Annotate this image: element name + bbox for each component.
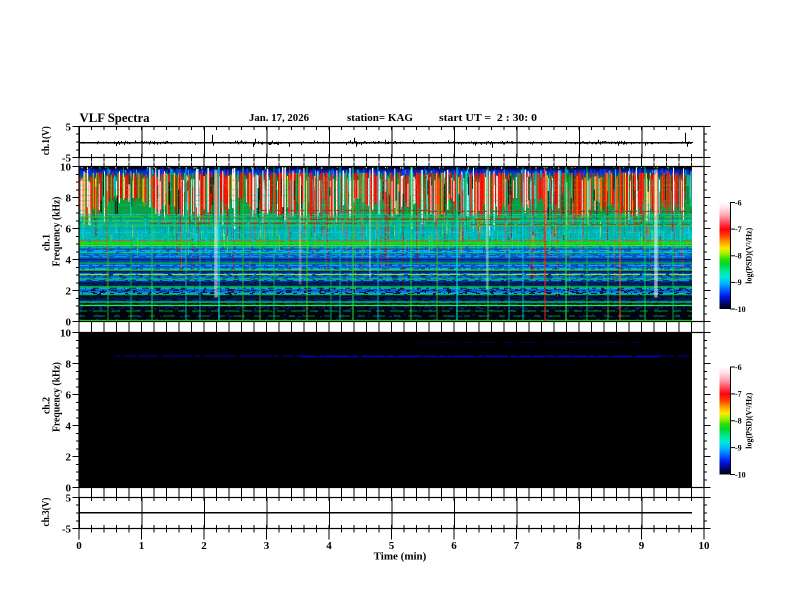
svg-text:-5: -5	[62, 524, 72, 536]
svg-text:log(PSD)(V²/Hz): log(PSD)(V²/Hz)	[745, 227, 754, 283]
svg-text:6: 6	[451, 540, 457, 552]
svg-text:2: 2	[201, 540, 207, 552]
svg-text:-9: -9	[735, 443, 742, 452]
svg-text:-8: -8	[735, 417, 742, 426]
svg-text:Frequency (kHz): Frequency (kHz)	[52, 362, 63, 432]
svg-text:start UT = 2 : 30: 0: start UT = 2 : 30: 0	[439, 112, 538, 124]
svg-text:-10: -10	[735, 470, 746, 479]
svg-text:10: 10	[60, 162, 72, 174]
svg-text:10: 10	[699, 540, 711, 552]
svg-text:-7: -7	[735, 390, 742, 399]
svg-text:1: 1	[139, 540, 145, 552]
svg-text:5: 5	[66, 122, 72, 134]
svg-text:ch.1(V): ch.1(V)	[40, 126, 52, 155]
svg-text:-5: -5	[62, 153, 72, 165]
svg-text:5: 5	[389, 540, 395, 552]
svg-text:0: 0	[76, 540, 82, 552]
svg-text:-6: -6	[735, 363, 742, 372]
svg-text:6: 6	[66, 224, 72, 236]
svg-text:4: 4	[66, 421, 72, 433]
svg-text:3: 3	[264, 540, 270, 552]
svg-text:10: 10	[60, 328, 72, 340]
svg-text:Jan. 17, 2026: Jan. 17, 2026	[249, 112, 309, 124]
svg-text:0: 0	[66, 483, 72, 495]
svg-text:4: 4	[326, 540, 332, 552]
svg-text:-8: -8	[735, 252, 742, 261]
svg-text:8: 8	[66, 359, 72, 371]
svg-text:ch.3(V): ch.3(V)	[40, 497, 52, 526]
svg-text:Time (min): Time (min)	[374, 551, 427, 563]
svg-text:0: 0	[66, 317, 72, 329]
svg-text:2: 2	[66, 452, 72, 464]
svg-text:6: 6	[66, 390, 72, 402]
svg-text:7: 7	[514, 540, 520, 552]
svg-text:4: 4	[66, 255, 72, 267]
svg-text:5: 5	[66, 493, 72, 505]
svg-text:Frequency (kHz): Frequency (kHz)	[52, 196, 63, 266]
svg-text:ch.2: ch.2	[42, 397, 53, 414]
svg-text:8: 8	[66, 193, 72, 205]
svg-text:8: 8	[576, 540, 582, 552]
svg-text:VLF Spectra: VLF Spectra	[80, 110, 150, 125]
svg-text:ch.1: ch.1	[42, 234, 53, 251]
svg-text:-7: -7	[735, 225, 742, 234]
svg-text:log(PSD)(V²/Hz): log(PSD)(V²/Hz)	[745, 392, 754, 448]
svg-text:9: 9	[639, 540, 645, 552]
svg-text:-6: -6	[735, 198, 742, 207]
svg-text:-10: -10	[735, 305, 746, 314]
svg-text:2: 2	[66, 286, 72, 298]
svg-text:station= KAG: station= KAG	[347, 112, 413, 124]
svg-text:-9: -9	[735, 278, 742, 287]
